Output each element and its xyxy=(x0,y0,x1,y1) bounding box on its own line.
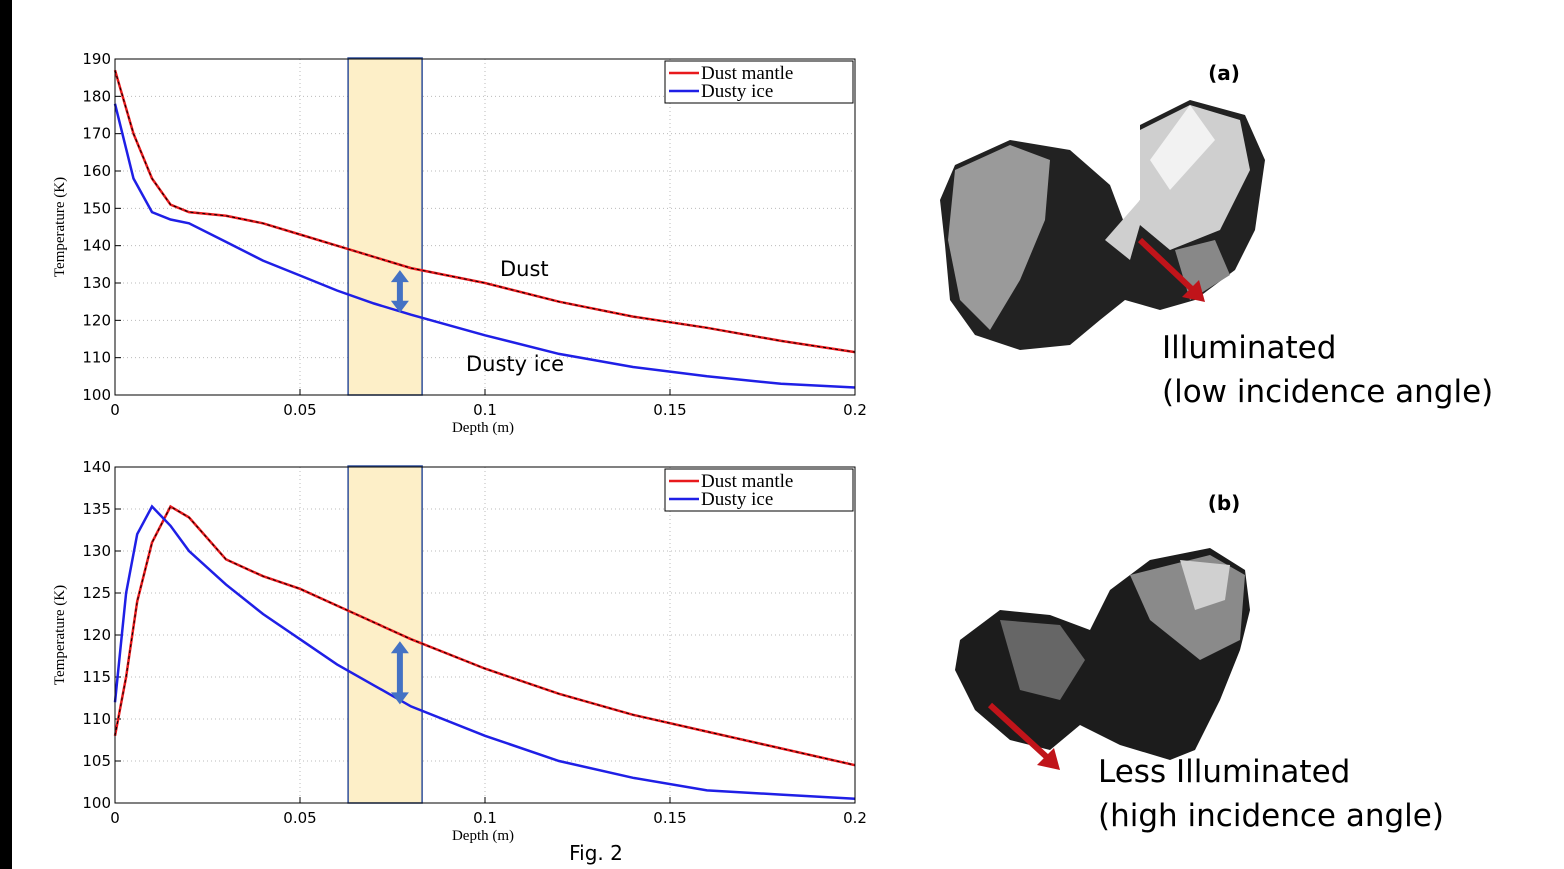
y-tick-label: 150 xyxy=(82,199,111,217)
y-tick-label: 115 xyxy=(82,668,111,686)
direction-arrow xyxy=(987,702,1053,763)
highlight-band xyxy=(347,57,423,396)
y-tick-label: 105 xyxy=(82,752,111,770)
annotation: Dusty ice xyxy=(466,352,564,376)
legend-box xyxy=(664,60,854,104)
y-tick-label: 135 xyxy=(82,500,111,518)
x-tick-label: 0 xyxy=(110,401,120,419)
caption-line: Illuminated xyxy=(1162,330,1336,366)
y-tick-label: 110 xyxy=(82,349,111,367)
legend-box xyxy=(664,468,854,512)
arrow-head xyxy=(390,270,409,283)
axes-frame xyxy=(114,58,856,396)
y-tick-label: 110 xyxy=(82,710,111,728)
direction-arrow xyxy=(1137,237,1198,295)
y-tick-label: 100 xyxy=(82,794,111,812)
series-overlay xyxy=(114,505,856,766)
legend-label: Dust mantle xyxy=(701,471,793,492)
x-tick-label: 0.15 xyxy=(653,809,686,827)
y-tick-label: 100 xyxy=(82,386,111,404)
arrow-head xyxy=(390,300,409,313)
x-tick-label: 0.15 xyxy=(653,401,686,419)
x-tick-label: 0.05 xyxy=(283,809,316,827)
arrow-head xyxy=(390,692,409,705)
x-tick-label: 0.2 xyxy=(843,401,867,419)
comet-b xyxy=(955,548,1250,770)
x-tick-label: 0 xyxy=(110,809,120,827)
caption-line: Less Illuminated xyxy=(1098,754,1350,790)
y-tick-label: 130 xyxy=(82,542,111,560)
highlight-band xyxy=(347,465,423,804)
x-tick-label: 0.2 xyxy=(843,809,867,827)
series-line xyxy=(113,103,856,389)
series-overlay xyxy=(114,70,856,353)
y-tick-label: 170 xyxy=(82,125,111,143)
caption-line: (low incidence angle) xyxy=(1162,374,1493,410)
y-tick-label: 140 xyxy=(82,237,111,255)
legend-label: Dusty ice xyxy=(701,81,773,102)
comet-a xyxy=(940,100,1265,350)
legend-label: Dust mantle xyxy=(701,63,793,84)
panel-label: (a) xyxy=(1208,61,1240,85)
x-tick-label: 0.05 xyxy=(283,401,316,419)
y-tick-label: 140 xyxy=(82,458,111,476)
y-tick-label: 130 xyxy=(82,274,111,292)
arrow-head xyxy=(390,641,409,654)
y-tick-label: 190 xyxy=(82,50,111,68)
caption-line: (high incidence angle) xyxy=(1098,798,1444,834)
legend-label: Dusty ice xyxy=(701,489,773,510)
annotation: Dust xyxy=(500,257,549,281)
y-tick-label: 120 xyxy=(82,626,111,644)
x-tick-label: 0.1 xyxy=(473,401,497,419)
y-tick-label: 125 xyxy=(82,584,111,602)
series-line xyxy=(113,504,856,801)
axes-frame xyxy=(114,466,856,804)
y-tick-label: 180 xyxy=(82,87,111,105)
y-tick-label: 160 xyxy=(82,162,111,180)
y-axis-label: Temperature (K) xyxy=(52,177,68,277)
y-axis-label: Temperature (K) xyxy=(52,585,68,685)
x-axis-label: Depth (m) xyxy=(452,828,514,844)
x-axis-label: Depth (m) xyxy=(452,420,514,436)
x-tick-label: 0.1 xyxy=(473,809,497,827)
figure-label: Fig. 2 xyxy=(569,841,623,865)
left-strip xyxy=(0,0,12,869)
panel-label: (b) xyxy=(1208,491,1241,515)
y-tick-label: 120 xyxy=(82,311,111,329)
